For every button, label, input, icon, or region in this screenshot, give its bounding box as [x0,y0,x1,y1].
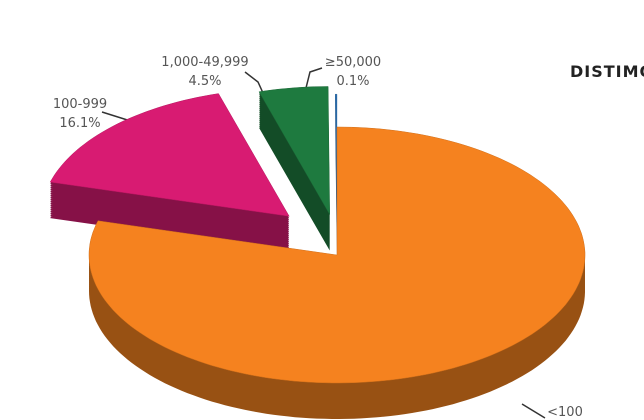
slice-label: <100 [547,405,583,420]
slice-value-label: 0.1% [336,74,369,89]
slice-value-label: 4.5% [188,74,221,89]
slice-label: 100-999 [53,97,107,112]
slice [258,86,330,216]
slice [49,93,290,217]
slice-value-label: 16.1% [59,116,100,131]
slice-label: 1,000-49,999 [161,55,248,70]
logo: DISTIMO [570,62,644,81]
slice [88,126,586,384]
leader-line [521,403,546,419]
slice-label: ≥50,000 [325,55,381,70]
slice [335,93,338,223]
